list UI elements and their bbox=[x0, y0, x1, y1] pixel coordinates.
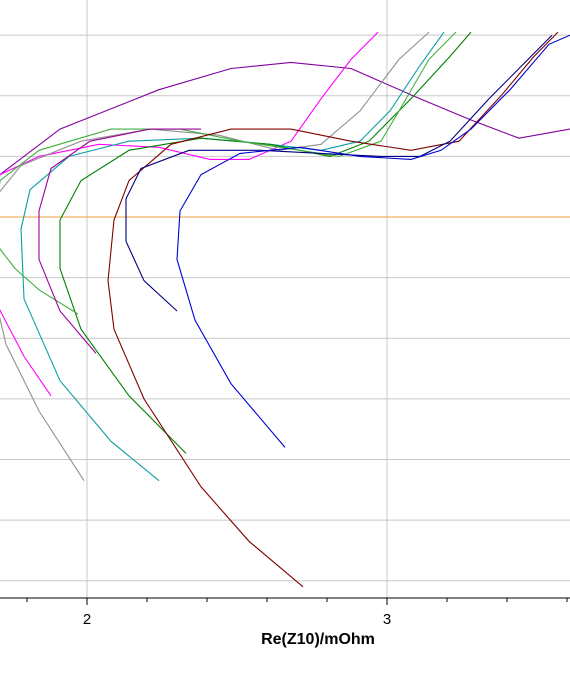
x-tick-label: 2 bbox=[83, 611, 91, 628]
x-axis-label: Re(Z10)/mOhm bbox=[261, 631, 375, 648]
series-line bbox=[38, 128, 201, 354]
series-line bbox=[59, 31, 472, 454]
plot-area bbox=[0, 0, 570, 598]
x-tick-label: 3 bbox=[383, 611, 391, 628]
series-line bbox=[176, 34, 570, 448]
grid bbox=[0, 0, 570, 598]
series-line bbox=[125, 34, 553, 312]
series-line bbox=[0, 31, 430, 481]
series-line bbox=[20, 31, 445, 482]
series-line bbox=[0, 61, 570, 176]
series-group bbox=[0, 31, 570, 588]
series-line bbox=[0, 31, 379, 397]
series-line bbox=[107, 31, 559, 588]
